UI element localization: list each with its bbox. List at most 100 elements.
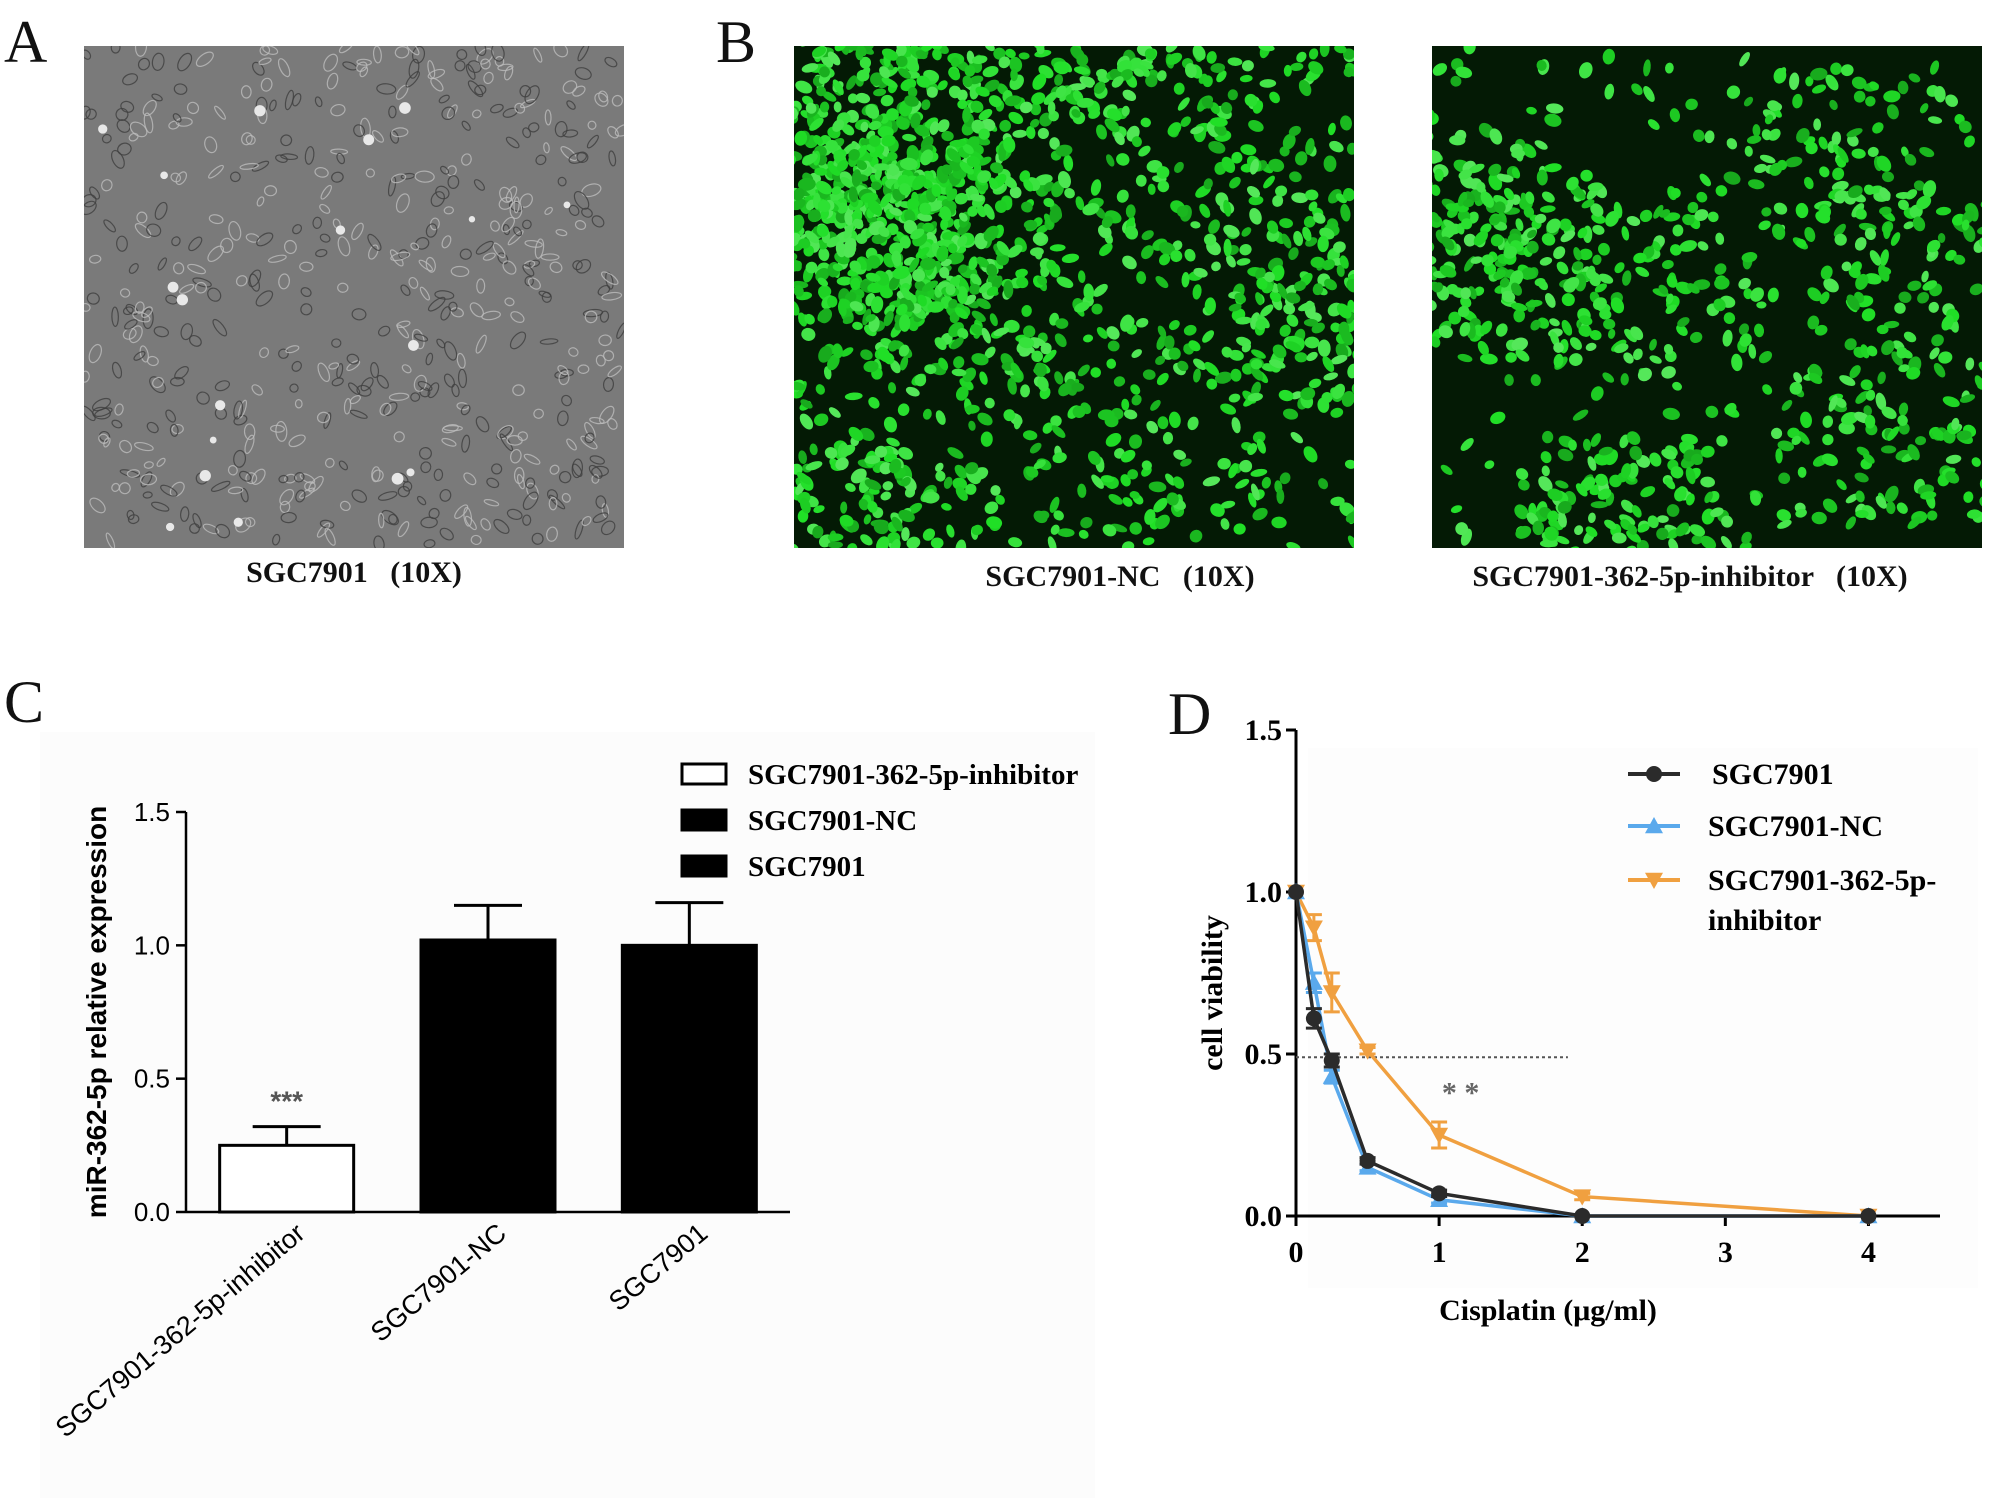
brightfield-cell xyxy=(262,46,279,55)
fluorescent-cell xyxy=(1432,282,1444,293)
fluorescent-cell xyxy=(906,145,920,162)
fluorescent-cell xyxy=(1713,298,1726,312)
fluorescent-cell xyxy=(1922,180,1937,198)
fluorescent-cell xyxy=(920,46,934,52)
fluorescent-cell xyxy=(1901,146,1909,157)
fluorescent-cell xyxy=(1626,216,1641,227)
brightfield-cell xyxy=(317,362,331,383)
brightfield-cell xyxy=(208,214,224,225)
fluorescent-cell xyxy=(1461,218,1473,230)
fluorescent-cell xyxy=(1120,449,1136,463)
brightfield-cell xyxy=(420,461,432,474)
fluorescent-cell xyxy=(962,75,973,88)
brightfield-bright-cell xyxy=(233,517,243,527)
fluorescent-cell xyxy=(892,266,911,280)
fluorescent-cell xyxy=(1560,230,1576,243)
brightfield-cell xyxy=(460,404,471,416)
fluorescent-cell xyxy=(1665,304,1677,315)
fluorescent-cell xyxy=(1220,102,1233,115)
fluorescent-cell xyxy=(1252,431,1266,444)
fluorescent-cell xyxy=(1124,225,1139,240)
fluorescent-cell xyxy=(1860,344,1870,359)
brightfield-cell xyxy=(196,391,210,405)
fluorescent-cell xyxy=(801,327,816,341)
fluorescent-cell xyxy=(1532,520,1545,536)
fluorescent-cell xyxy=(1140,117,1151,128)
fluorescent-cell xyxy=(842,142,857,155)
fluorescent-cell xyxy=(1330,354,1348,365)
fluorescent-cell xyxy=(1959,394,1976,403)
brightfield-cell xyxy=(241,132,253,146)
fluorescent-cell xyxy=(1227,89,1238,101)
brightfield-bright-cell xyxy=(167,281,179,293)
fluorescent-cell xyxy=(1123,409,1138,420)
fluorescent-cell xyxy=(1864,414,1876,429)
fluorescent-cell xyxy=(1750,490,1762,506)
fluorescent-cell xyxy=(1432,299,1437,311)
fluorescent-cell xyxy=(975,86,990,97)
brightfield-cell xyxy=(314,96,323,108)
fluorescent-cell xyxy=(1074,301,1090,313)
brightfield-cell xyxy=(245,134,256,145)
fluorescent-cell xyxy=(1282,133,1296,150)
brightfield-cell xyxy=(408,58,420,79)
fluorescent-cell xyxy=(1049,496,1060,513)
fluorescent-cell xyxy=(1264,271,1275,283)
fluorescent-cell xyxy=(1258,46,1275,52)
fluorescent-cell xyxy=(1750,287,1764,302)
fluorescent-cell xyxy=(907,87,918,98)
fluorescent-cell xyxy=(1620,373,1629,386)
brightfield-cell xyxy=(275,420,288,442)
brightfield-cell xyxy=(256,232,274,247)
fluorescent-cell xyxy=(1057,528,1075,538)
fluorescent-cell xyxy=(860,66,871,79)
fluorescent-cell xyxy=(993,327,1010,337)
fluorescent-cell xyxy=(1746,135,1762,144)
fluorescent-cell xyxy=(1614,343,1629,354)
fluorescent-cell xyxy=(996,240,1010,256)
fluorescent-cell xyxy=(1834,190,1849,202)
x-tick-label: 4 xyxy=(1861,1236,1876,1269)
brightfield-cell xyxy=(214,380,231,392)
fluorescent-cell xyxy=(1208,219,1220,234)
brightfield-cell xyxy=(319,233,331,243)
brightfield-cell xyxy=(140,471,153,488)
fluorescent-cell xyxy=(1685,493,1695,506)
fluorescent-cell xyxy=(816,86,827,97)
brightfield-cell xyxy=(435,185,450,200)
brightfield-cell xyxy=(143,112,154,134)
brightfield-cell xyxy=(98,430,111,442)
fluorescent-cell xyxy=(1249,208,1262,225)
fluorescent-cell xyxy=(912,268,926,282)
fluorescent-cell xyxy=(1828,395,1838,412)
fluorescent-cell xyxy=(1493,269,1507,280)
fluorescent-cell xyxy=(831,186,842,195)
fluorescent-cell xyxy=(818,308,833,324)
fluorescent-cell xyxy=(906,198,920,210)
fluorescent-cell xyxy=(1203,233,1217,246)
brightfield-cell xyxy=(233,400,244,420)
fluorescent-cell xyxy=(1324,278,1337,291)
fluorescent-cell xyxy=(846,75,857,90)
brightfield-cell xyxy=(576,151,589,163)
fluorescent-cell xyxy=(1221,156,1236,173)
fluorescent-cell xyxy=(1155,514,1170,530)
brightfield-cell xyxy=(599,405,615,424)
fluorescent-cell xyxy=(1879,206,1892,215)
brightfield-cell xyxy=(376,83,397,95)
fluorescent-cell xyxy=(948,68,961,81)
fluorescent-cell xyxy=(1043,92,1057,105)
fluorescent-cell xyxy=(1697,241,1709,251)
fluorescent-cell xyxy=(1330,407,1344,418)
fluorescent-cell xyxy=(1156,372,1169,386)
brightfield-cell xyxy=(572,260,583,271)
fluorescent-cell xyxy=(1521,267,1537,280)
fluorescent-cell xyxy=(976,256,990,268)
fluorescence-micrograph-nc xyxy=(794,46,1354,548)
brightfield-cell xyxy=(256,196,265,207)
fluorescent-cell xyxy=(959,161,974,175)
fluorescent-cell xyxy=(1003,280,1014,299)
fluorescent-cell xyxy=(1166,52,1183,65)
brightfield-cell xyxy=(111,419,123,429)
fluorescent-cell xyxy=(1210,117,1228,127)
